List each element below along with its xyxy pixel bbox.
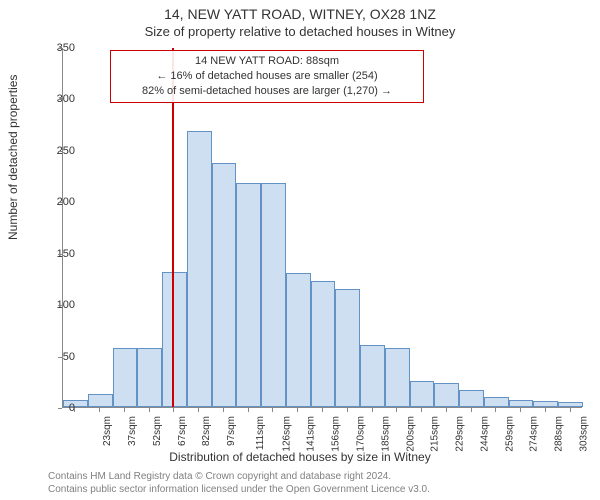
histogram-bar — [434, 383, 459, 407]
x-tick-label: 52sqm — [152, 416, 163, 446]
histogram-bar — [286, 273, 311, 407]
histogram-bar — [162, 272, 187, 407]
x-tick-label: 303sqm — [578, 416, 589, 452]
histogram-bar — [187, 131, 212, 407]
histogram-bar — [484, 397, 509, 407]
histogram-bar — [261, 183, 286, 407]
x-tick-label: 111sqm — [255, 416, 266, 450]
attribution-line1: Contains HM Land Registry data © Crown c… — [48, 471, 430, 484]
x-tick-label: 67sqm — [177, 416, 188, 446]
x-tick-mark — [248, 408, 249, 412]
x-tick-label: 97sqm — [226, 416, 237, 446]
x-tick-mark — [545, 408, 546, 412]
x-tick-label: 37sqm — [127, 416, 138, 446]
histogram-bar — [212, 163, 237, 407]
histogram-bar — [113, 348, 138, 407]
y-axis-label: Number of detached properties — [6, 75, 20, 240]
histogram-bar — [360, 345, 385, 407]
x-tick-label: 141sqm — [306, 416, 317, 452]
annotation-box: 14 NEW YATT ROAD: 88sqm← 16% of detached… — [110, 50, 424, 103]
y-tick-mark — [58, 254, 62, 255]
x-tick-label: 229sqm — [455, 416, 466, 452]
annotation-line: ← 16% of detached houses are smaller (25… — [117, 69, 417, 84]
x-tick-mark — [570, 408, 571, 412]
annotation-line: 14 NEW YATT ROAD: 88sqm — [117, 54, 417, 69]
histogram-bar — [137, 348, 162, 407]
x-tick-mark — [372, 408, 373, 412]
x-tick-mark — [198, 408, 199, 412]
x-tick-mark — [396, 408, 397, 412]
x-tick-label: 23sqm — [102, 416, 113, 446]
x-tick-label: 156sqm — [331, 416, 342, 452]
x-tick-mark — [322, 408, 323, 412]
histogram-bar — [558, 402, 583, 407]
chart-title-line1: 14, NEW YATT ROAD, WITNEY, OX28 1NZ — [0, 6, 600, 22]
histogram-bar — [236, 183, 261, 407]
histogram-bar — [410, 381, 435, 407]
x-tick-mark — [520, 408, 521, 412]
histogram-bar — [385, 348, 410, 407]
x-tick-mark — [446, 408, 447, 412]
attribution: Contains HM Land Registry data © Crown c… — [48, 471, 430, 496]
x-tick-mark — [347, 408, 348, 412]
x-tick-mark — [173, 408, 174, 412]
histogram-bar — [311, 281, 336, 408]
y-tick-mark — [58, 151, 62, 152]
y-tick-mark — [58, 357, 62, 358]
histogram-bar — [335, 289, 360, 407]
x-tick-mark — [99, 408, 100, 412]
x-tick-mark — [272, 408, 273, 412]
y-tick-label: 50 — [63, 351, 75, 363]
x-tick-label: 259sqm — [504, 416, 515, 452]
y-tick-mark — [58, 305, 62, 306]
chart-title-line2: Size of property relative to detached ho… — [0, 24, 600, 39]
y-tick-mark — [58, 99, 62, 100]
x-tick-mark — [223, 408, 224, 412]
x-axis-label: Distribution of detached houses by size … — [0, 450, 600, 464]
x-tick-mark — [495, 408, 496, 412]
x-tick-mark — [297, 408, 298, 412]
x-tick-mark — [124, 408, 125, 412]
x-tick-label: 274sqm — [529, 416, 540, 452]
x-tick-label: 288sqm — [554, 416, 565, 452]
x-tick-label: 170sqm — [356, 416, 367, 452]
x-tick-mark — [74, 408, 75, 412]
histogram-bar — [63, 400, 88, 407]
histogram-bar — [509, 400, 534, 407]
histogram-bar — [459, 390, 484, 407]
x-tick-label: 244sqm — [479, 416, 490, 452]
y-tick-mark — [58, 202, 62, 203]
x-tick-mark — [471, 408, 472, 412]
annotation-line: 82% of semi-detached houses are larger (… — [117, 84, 417, 99]
x-tick-label: 215sqm — [430, 416, 441, 452]
x-tick-label: 200sqm — [405, 416, 416, 452]
x-tick-label: 185sqm — [380, 416, 391, 452]
histogram-bar — [533, 401, 558, 407]
histogram-bar — [88, 394, 113, 407]
attribution-line2: Contains public sector information licen… — [48, 484, 430, 497]
y-tick-mark — [58, 408, 62, 409]
x-tick-mark — [421, 408, 422, 412]
x-tick-mark — [149, 408, 150, 412]
x-tick-label: 82sqm — [201, 416, 212, 446]
x-tick-label: 126sqm — [281, 416, 292, 452]
y-tick-mark — [58, 48, 62, 49]
